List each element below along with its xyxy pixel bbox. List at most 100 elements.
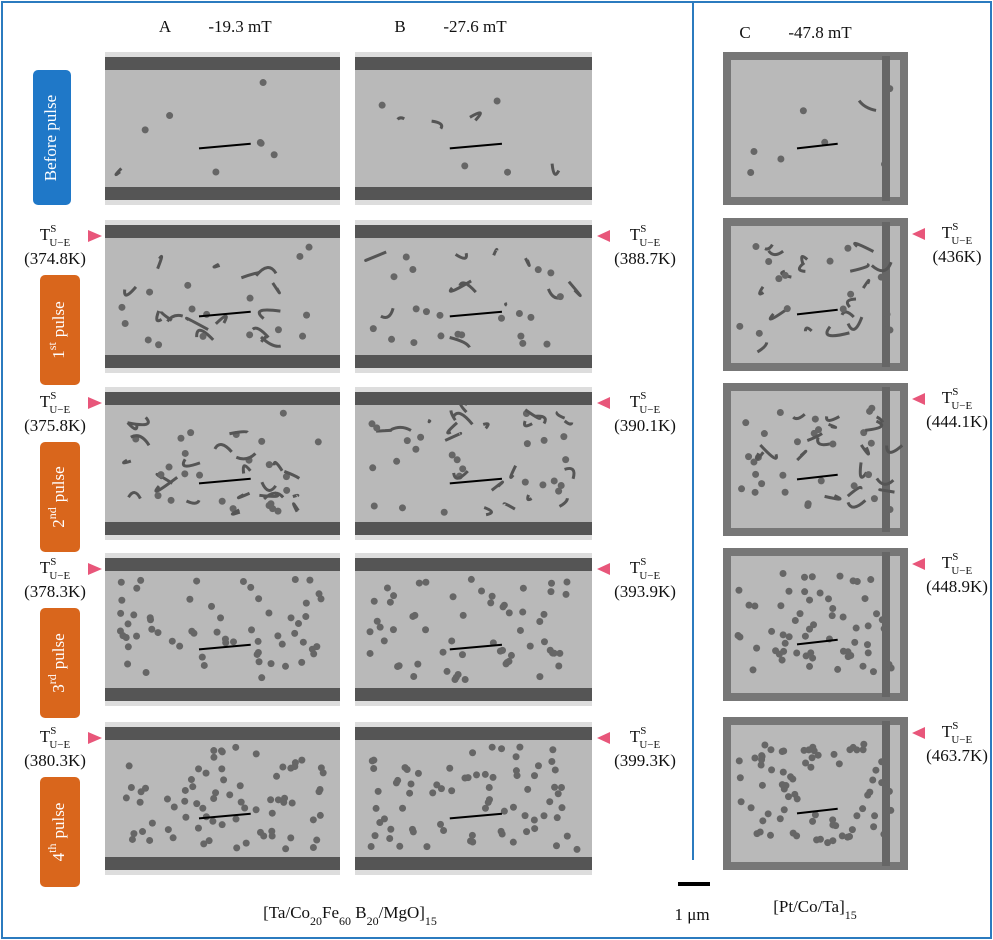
domain	[478, 587, 485, 594]
domain	[742, 419, 749, 426]
domain	[200, 333, 207, 340]
domain	[812, 416, 819, 423]
domain	[510, 804, 517, 811]
temperature-value: (374.8K)	[24, 249, 86, 268]
domain	[267, 796, 274, 803]
domain	[367, 650, 374, 657]
domain	[269, 505, 276, 512]
domain	[196, 472, 203, 479]
row-suffix: st	[45, 342, 59, 351]
domain	[408, 780, 415, 787]
domain	[865, 622, 872, 629]
image-bg	[723, 218, 908, 371]
temperature-value: (393.9K)	[614, 582, 676, 601]
domain	[825, 595, 832, 602]
domain	[188, 776, 195, 783]
domain	[817, 836, 824, 843]
domain	[404, 437, 411, 444]
domain	[562, 456, 569, 463]
domain	[124, 460, 131, 463]
image-edge	[105, 701, 340, 706]
symbol-sup: S	[50, 725, 56, 737]
image-bg	[105, 553, 340, 706]
domain	[860, 746, 867, 753]
domain	[745, 453, 752, 460]
row-word: pulse	[49, 803, 68, 839]
image-edge	[355, 387, 592, 392]
marker	[597, 397, 610, 409]
domain	[751, 602, 758, 609]
domain	[117, 610, 124, 617]
marker	[88, 397, 102, 409]
image-edge	[882, 222, 890, 367]
domain	[448, 637, 455, 644]
domain	[840, 305, 847, 312]
domain	[406, 790, 413, 797]
micrograph	[105, 387, 340, 540]
domain	[864, 641, 871, 648]
domain	[187, 429, 194, 436]
image-bg	[723, 717, 908, 870]
temperature-symbol: TSU−E	[40, 390, 71, 416]
image-edge	[355, 722, 592, 727]
marker	[597, 732, 610, 744]
domain	[460, 612, 467, 619]
domain	[230, 638, 237, 645]
material-label: [Pt/Co/Ta]15	[773, 897, 857, 922]
domain	[859, 805, 866, 812]
domain	[469, 749, 476, 756]
domain	[233, 844, 240, 851]
domain	[498, 315, 505, 322]
micrograph	[723, 218, 908, 371]
marker	[912, 727, 925, 739]
marker	[597, 563, 610, 575]
domain	[117, 628, 124, 635]
domain	[423, 308, 430, 315]
domain	[782, 272, 789, 279]
image-edge	[355, 224, 592, 238]
domain	[451, 676, 458, 683]
domain	[551, 477, 558, 484]
panel-field: -47.8 mT	[788, 23, 852, 42]
image-edge	[105, 220, 340, 225]
temperature-symbol: TSU−E	[630, 725, 661, 751]
image-bg	[723, 383, 908, 536]
domain	[750, 148, 757, 155]
domain	[750, 666, 757, 673]
domain	[155, 341, 162, 348]
domain	[785, 793, 792, 800]
image-edge	[105, 557, 340, 571]
domain	[878, 758, 885, 765]
domain	[169, 638, 176, 645]
domain	[473, 771, 480, 778]
domain	[118, 579, 125, 586]
domain	[809, 754, 816, 761]
temperature-value: (390.1K)	[614, 416, 676, 435]
domain	[738, 798, 745, 805]
domain	[870, 823, 877, 830]
image-edge	[105, 368, 340, 373]
domain	[541, 437, 548, 444]
domain	[273, 773, 280, 780]
domain	[829, 440, 836, 447]
symbol-sup: S	[952, 221, 958, 233]
domain	[310, 650, 317, 657]
domain	[878, 779, 885, 786]
domain	[413, 305, 420, 312]
domain	[371, 598, 378, 605]
domain	[758, 752, 765, 759]
domain	[461, 162, 468, 169]
domain	[531, 816, 538, 823]
image-edge	[355, 187, 592, 201]
domain	[149, 820, 156, 827]
domain	[399, 504, 406, 511]
domain	[829, 612, 836, 619]
domain	[255, 638, 262, 645]
domain	[300, 639, 307, 646]
marker	[912, 558, 925, 570]
domain	[536, 673, 543, 680]
domain	[390, 592, 397, 599]
domain	[523, 828, 530, 835]
domain	[165, 826, 172, 833]
domain	[306, 244, 313, 251]
